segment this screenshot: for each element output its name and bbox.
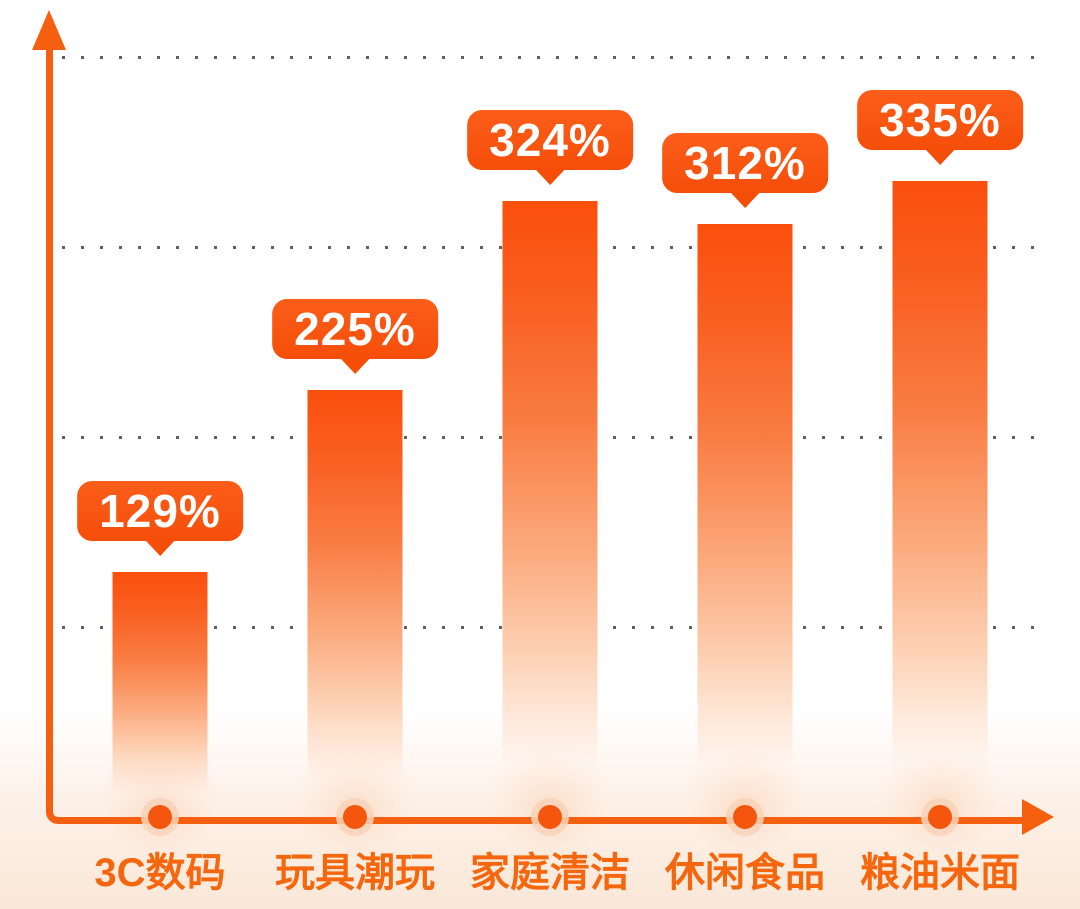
value-label: 324%	[489, 114, 611, 167]
badge-pointer-icon	[339, 356, 371, 374]
y-axis-arrow-icon	[32, 10, 66, 50]
axis-point-core	[538, 805, 562, 829]
axis-point-icon	[531, 798, 569, 836]
chart-bar	[307, 389, 403, 811]
value-badge: 129%	[77, 480, 243, 556]
chart-bar	[892, 180, 988, 811]
chart-bar	[112, 571, 208, 811]
axis-point-core	[343, 805, 367, 829]
badge-pointer-icon	[534, 168, 566, 186]
axis-point-icon	[726, 798, 764, 836]
value-badge: 324%	[467, 110, 633, 186]
axis-point-core	[928, 805, 952, 829]
axis-point-icon	[336, 798, 374, 836]
category-label: 休闲食品	[665, 851, 825, 895]
value-badge: 312%	[662, 133, 828, 209]
value-label: 335%	[879, 93, 1001, 146]
axis-point-icon	[141, 798, 179, 836]
badge-pointer-icon	[924, 147, 956, 165]
gridline	[62, 56, 1037, 59]
category-label: 家庭清洁	[470, 851, 630, 895]
badge-pointer-icon	[144, 538, 176, 556]
value-label: 312%	[684, 137, 806, 190]
value-badge: 335%	[857, 89, 1023, 165]
value-label: 129%	[99, 484, 221, 537]
x-axis-arrow-icon	[1022, 799, 1054, 835]
badge-pointer-icon	[729, 191, 761, 209]
value-badge: 225%	[272, 298, 438, 374]
chart-bar	[502, 201, 598, 811]
category-label: 粮油米面	[860, 851, 1020, 895]
value-label: 225%	[294, 302, 416, 355]
axis-point-core	[148, 805, 172, 829]
axis-point-icon	[921, 798, 959, 836]
chart-bar	[697, 224, 793, 811]
category-label: 玩具潮玩	[275, 851, 435, 895]
axis-point-core	[733, 805, 757, 829]
category-label: 3C数码	[94, 851, 226, 895]
